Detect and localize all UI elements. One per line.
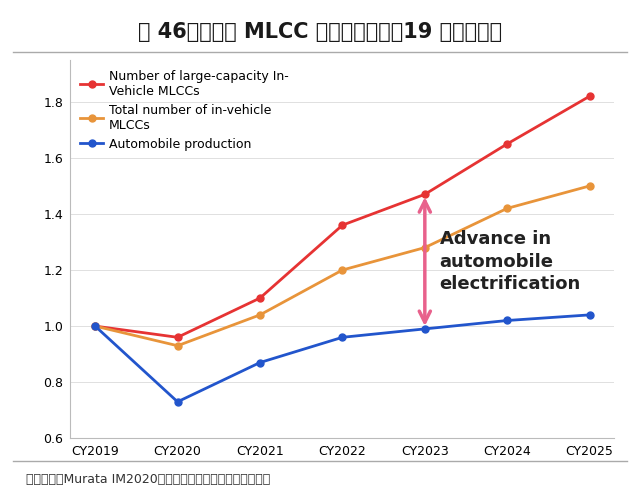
Automobile production [339, 334, 346, 340]
Total number of in-vehicle
MLCCs [173, 343, 181, 349]
Automobile production [421, 326, 429, 332]
Text: Advance in
automobile
electrification: Advance in automobile electrification [440, 231, 581, 293]
Total number of in-vehicle
MLCCs [586, 183, 593, 189]
Number of large-capacity In-
Vehicle MLCCs [256, 295, 264, 301]
Number of large-capacity In-
Vehicle MLCCs [339, 222, 346, 228]
Text: 资料来源：Murata IM2020，兴业证券经济与金融研究院整理: 资料来源：Murata IM2020，兴业证券经济与金融研究院整理 [26, 473, 270, 486]
Total number of in-vehicle
MLCCs [504, 205, 511, 211]
Number of large-capacity In-
Vehicle MLCCs [92, 323, 99, 329]
Automobile production [504, 318, 511, 324]
Total number of in-vehicle
MLCCs [339, 267, 346, 273]
Text: 图 46、高容值 MLCC 需求大幅增长（19 年为基准）: 图 46、高容值 MLCC 需求大幅增长（19 年为基准） [138, 22, 502, 42]
Total number of in-vehicle
MLCCs [421, 245, 429, 250]
Number of large-capacity In-
Vehicle MLCCs [586, 93, 593, 99]
Line: Number of large-capacity In-
Vehicle MLCCs: Number of large-capacity In- Vehicle MLC… [92, 93, 593, 341]
Number of large-capacity In-
Vehicle MLCCs [504, 141, 511, 147]
Automobile production [173, 399, 181, 405]
Line: Total number of in-vehicle
MLCCs: Total number of in-vehicle MLCCs [92, 182, 593, 349]
Automobile production [586, 312, 593, 318]
Legend: Number of large-capacity In-
Vehicle MLCCs, Total number of in-vehicle
MLCCs, Au: Number of large-capacity In- Vehicle MLC… [77, 66, 292, 155]
Line: Automobile production: Automobile production [92, 311, 593, 405]
Total number of in-vehicle
MLCCs [92, 323, 99, 329]
Total number of in-vehicle
MLCCs [256, 312, 264, 318]
Automobile production [92, 323, 99, 329]
Number of large-capacity In-
Vehicle MLCCs [173, 334, 181, 340]
Number of large-capacity In-
Vehicle MLCCs [421, 191, 429, 197]
Automobile production [256, 360, 264, 366]
